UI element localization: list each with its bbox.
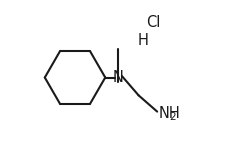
Text: 2: 2 — [169, 112, 175, 122]
Text: Cl: Cl — [146, 15, 160, 30]
Text: N: N — [112, 70, 123, 85]
Text: H: H — [137, 33, 148, 48]
Text: NH: NH — [158, 106, 180, 121]
